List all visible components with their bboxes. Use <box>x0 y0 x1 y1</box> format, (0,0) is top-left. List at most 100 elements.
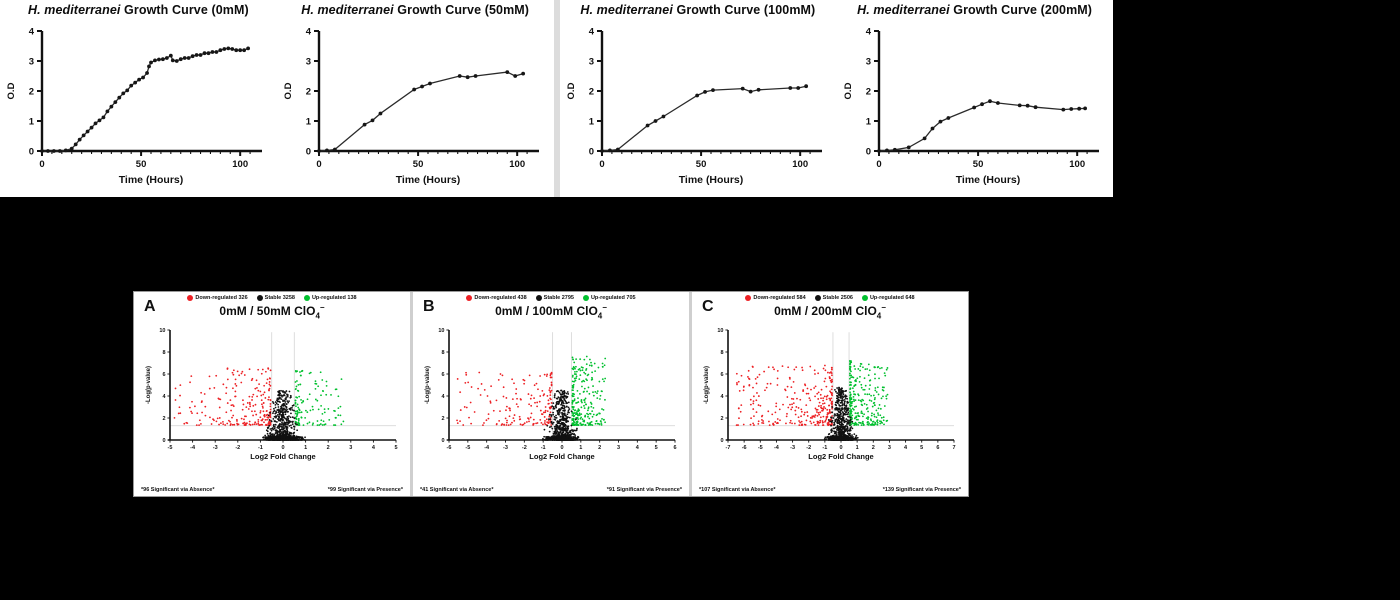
svg-text:-1: -1 <box>258 445 263 451</box>
svg-text:100: 100 <box>233 159 249 170</box>
svg-text:1: 1 <box>29 117 35 128</box>
svg-text:Log2 Fold Change: Log2 Fold Change <box>808 452 873 461</box>
svg-text:2: 2 <box>327 445 330 451</box>
svg-text:-4: -4 <box>774 445 780 451</box>
svg-text:Time (Hours): Time (Hours) <box>119 174 184 186</box>
legend-item-stable: Stable 2506 <box>814 295 853 301</box>
svg-text:0: 0 <box>865 147 870 158</box>
title-main: 0mM / 200mM ClO <box>774 304 877 318</box>
svg-text:100: 100 <box>509 159 525 170</box>
species-name: H. mediterranei <box>857 3 950 17</box>
svg-text:8: 8 <box>441 350 444 356</box>
svg-text:3: 3 <box>865 57 870 68</box>
svg-text:-7: -7 <box>726 445 731 451</box>
svg-text:-Log(p-value): -Log(p-value) <box>146 366 152 404</box>
volcano-title-a: 0mM / 50mM ClO4− <box>134 303 410 320</box>
svg-text:4: 4 <box>904 445 908 451</box>
svg-text:-4: -4 <box>484 445 490 451</box>
legend-label: Down-regulated 584 <box>753 295 806 301</box>
title-sup: − <box>602 303 607 312</box>
stable-dot-icon <box>814 295 821 301</box>
legend-label: Up-regulated 138 <box>311 295 357 301</box>
svg-text:6: 6 <box>720 372 723 378</box>
svg-text:-Log(p-value): -Log(p-value) <box>704 366 710 404</box>
growth-plot-100mm: 0 50 100 0 1 2 3 4 Time (Hours) O.D <box>566 27 822 186</box>
volcano-footnotes-c: *107 Significant via Absence* *139 Signi… <box>699 487 961 493</box>
chart-title-rest: Growth Curve (50mM) <box>393 3 530 17</box>
svg-text:0: 0 <box>316 159 321 170</box>
chart-title-rest: Growth Curve (0mM) <box>120 3 249 17</box>
svg-text:-4: -4 <box>190 445 196 451</box>
svg-text:8: 8 <box>720 350 723 356</box>
svg-text:50: 50 <box>696 159 707 170</box>
svg-text:10: 10 <box>717 328 723 334</box>
chart-title-50mm: H. mediterranei Growth Curve (50mM) <box>277 3 554 17</box>
title-sub: 4 <box>876 311 882 321</box>
footnote-absence: *41 Significant via Absence* <box>420 487 494 493</box>
title-main: 0mM / 100mM ClO <box>495 304 598 318</box>
legend-item-stable: Stable 3258 <box>256 295 295 301</box>
svg-text:6: 6 <box>673 445 676 451</box>
title-sub: 4 <box>315 311 320 321</box>
svg-text:-5: -5 <box>758 445 763 451</box>
svg-text:0: 0 <box>306 147 311 158</box>
svg-text:-Log(p-value): -Log(p-value) <box>425 366 431 404</box>
svg-text:-2: -2 <box>806 445 811 451</box>
growth-chart-200mm: H. mediterranei Growth Curve (200mM) 0 50… <box>836 0 1113 197</box>
svg-text:1: 1 <box>579 445 582 451</box>
svg-text:4: 4 <box>636 445 640 451</box>
svg-text:Log2 Fold Change: Log2 Fold Change <box>529 452 594 461</box>
volcano-plot-b: -6 -5 -4 -3 -2 -1 0 1 2 3 4 5 6 0 2 4 6 8 10 Log2 Fold Chan… <box>425 328 677 461</box>
legend-item-down: Down-regulated 438 <box>466 295 527 301</box>
growth-chart-50mm: H. mediterranei Growth Curve (50mM) 0 50 1… <box>277 0 554 197</box>
svg-text:0: 0 <box>839 445 842 451</box>
panel-divider <box>689 292 692 496</box>
volcano-legend-a: Down-regulated 326 Stable 3258 Up-regula… <box>134 295 410 301</box>
svg-text:3: 3 <box>29 57 34 68</box>
volcano-plot-strip: A Down-regulated 326 Stable 3258 Up-regu… <box>133 291 969 497</box>
volcano-title-b: 0mM / 100mM ClO4− <box>413 303 689 320</box>
svg-text:-2: -2 <box>522 445 527 451</box>
chart-title-100mm: H. mediterranei Growth Curve (100mM) <box>560 3 837 17</box>
panel-letter-b: B <box>423 298 435 315</box>
svg-text:-3: -3 <box>790 445 795 451</box>
legend-item-stable: Stable 2795 <box>535 295 574 301</box>
svg-text:2: 2 <box>720 416 723 422</box>
svg-text:-6: -6 <box>447 445 452 451</box>
volcano-footnotes-b: *41 Significant via Absence* *91 Signifi… <box>420 487 682 493</box>
growth-chart-100mm: H. mediterranei Growth Curve (100mM) 0 50… <box>560 0 837 197</box>
svg-text:10: 10 <box>438 328 444 334</box>
legend-label: Down-regulated 326 <box>195 295 248 301</box>
svg-text:4: 4 <box>589 27 595 38</box>
growth-chart-0mm: H. mediterranei Growth Curve (0mM) 0 50 10… <box>0 0 277 197</box>
volcano-panel-a: A Down-regulated 326 Stable 3258 Up-regu… <box>134 292 410 496</box>
svg-text:4: 4 <box>29 27 35 38</box>
legend-item-down: Down-regulated 584 <box>745 295 806 301</box>
svg-text:2: 2 <box>162 416 165 422</box>
species-name: H. mediterranei <box>580 3 673 17</box>
title-sup: − <box>319 303 325 312</box>
svg-text:-1: -1 <box>541 445 546 451</box>
up-regulated-dot-icon <box>582 295 589 301</box>
volcano-plot-a: -5 -4 -3 -2 -1 0 1 2 3 4 5 0 2 4 6 8 10 Log2 Fold Change -… <box>146 328 398 461</box>
svg-text:6: 6 <box>936 445 939 451</box>
svg-text:1: 1 <box>589 117 595 128</box>
panel-letter-a: A <box>144 298 156 315</box>
title-sub: 4 <box>597 311 603 321</box>
legend-label: Stable 2506 <box>822 295 853 301</box>
svg-text:4: 4 <box>162 394 166 400</box>
svg-text:0: 0 <box>720 438 723 444</box>
volcano-title-c: 0mM / 200mM ClO4− <box>692 303 968 320</box>
svg-text:0: 0 <box>441 438 444 444</box>
legend-item-up: Up-regulated 648 <box>861 295 915 301</box>
footnote-absence: *107 Significant via Absence* <box>699 487 776 493</box>
title-sup: − <box>881 303 886 312</box>
svg-text:6: 6 <box>162 372 165 378</box>
svg-text:2: 2 <box>598 445 601 451</box>
svg-text:0: 0 <box>40 159 45 170</box>
svg-text:5: 5 <box>655 445 658 451</box>
svg-text:0: 0 <box>281 445 284 451</box>
volcano-panel-b: B Down-regulated 438 Stable 2795 Up-regu… <box>413 292 689 496</box>
down-regulated-dot-icon <box>745 295 752 301</box>
